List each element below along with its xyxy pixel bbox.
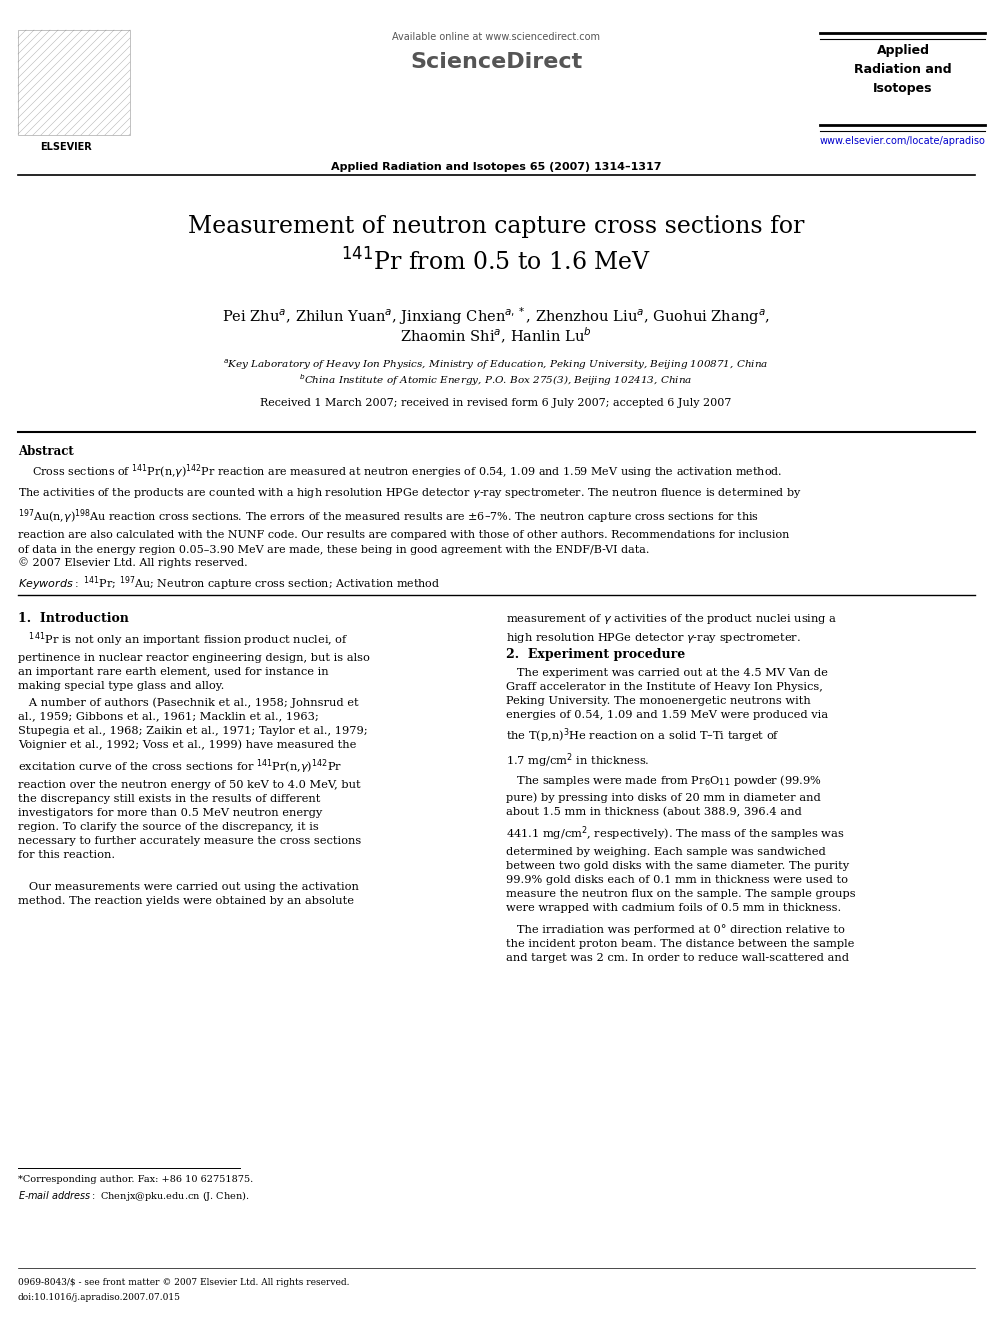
Text: Zhaomin Shi$^{a}$, Hanlin Lu$^{b}$: Zhaomin Shi$^{a}$, Hanlin Lu$^{b}$ bbox=[400, 325, 592, 347]
Text: doi:10.1016/j.apradiso.2007.07.015: doi:10.1016/j.apradiso.2007.07.015 bbox=[18, 1293, 181, 1302]
Text: The experiment was carried out at the 4.5 MV Van de
Graff accelerator in the Ins: The experiment was carried out at the 4.… bbox=[506, 668, 828, 770]
Text: Received 1 March 2007; received in revised form 6 July 2007; accepted 6 July 200: Received 1 March 2007; received in revis… bbox=[260, 398, 732, 407]
Text: Applied Radiation and Isotopes 65 (2007) 1314–1317: Applied Radiation and Isotopes 65 (2007)… bbox=[330, 161, 662, 172]
Text: Abstract: Abstract bbox=[18, 445, 73, 458]
Text: ELSEVIER: ELSEVIER bbox=[40, 142, 92, 152]
Text: $\it{Keywords:}$ $^{141}$Pr; $^{197}$Au; Neutron capture cross section; Activati: $\it{Keywords:}$ $^{141}$Pr; $^{197}$Au;… bbox=[18, 574, 440, 593]
Text: 0969-8043/$ - see front matter © 2007 Elsevier Ltd. All rights reserved.: 0969-8043/$ - see front matter © 2007 El… bbox=[18, 1278, 349, 1287]
Text: ScienceDirect: ScienceDirect bbox=[410, 52, 582, 71]
Text: Pei Zhu$^{a}$, Zhilun Yuan$^{a}$, Jinxiang Chen$^{a,*}$, Zhenzhou Liu$^{a}$, Guo: Pei Zhu$^{a}$, Zhilun Yuan$^{a}$, Jinxia… bbox=[222, 306, 770, 327]
Text: $^{a}$Key Laboratory of Heavy Ion Physics, Ministry of Education, Peking Univers: $^{a}$Key Laboratory of Heavy Ion Physic… bbox=[223, 359, 769, 372]
Text: Available online at www.sciencedirect.com: Available online at www.sciencedirect.co… bbox=[392, 32, 600, 42]
Text: 1.  Introduction: 1. Introduction bbox=[18, 613, 129, 624]
Text: Measurement of neutron capture cross sections for: Measurement of neutron capture cross sec… bbox=[187, 216, 805, 238]
Bar bbox=[18, 30, 130, 135]
Text: $^{141}$Pr from 0.5 to 1.6 MeV: $^{141}$Pr from 0.5 to 1.6 MeV bbox=[341, 247, 651, 275]
Text: $^{b}$China Institute of Atomic Energy, P.O. Box 275(3), Beijing 102413, China: $^{b}$China Institute of Atomic Energy, … bbox=[300, 372, 692, 388]
Text: $\it{E}$-$\it{mail\ address:}$ Chenjx@pku.edu.cn (J. Chen).: $\it{E}$-$\it{mail\ address:}$ Chenjx@pk… bbox=[18, 1189, 250, 1203]
Text: measurement of $\gamma$ activities of the product nuclei using a
high resolution: measurement of $\gamma$ activities of th… bbox=[506, 613, 837, 646]
Text: *Corresponding author. Fax: +86 10 62751875.: *Corresponding author. Fax: +86 10 62751… bbox=[18, 1175, 253, 1184]
Text: The samples were made from Pr$_{6}$O$_{11}$ powder (99.9%
pure) by pressing into: The samples were made from Pr$_{6}$O$_{1… bbox=[506, 773, 856, 913]
Text: The irradiation was performed at 0° direction relative to
the incident proton be: The irradiation was performed at 0° dire… bbox=[506, 923, 854, 963]
Text: $^{141}$Pr is not only an important fission product nuclei, of
pertinence in nuc: $^{141}$Pr is not only an important fiss… bbox=[18, 630, 370, 691]
Text: Our measurements were carried out using the activation
method. The reaction yiel: Our measurements were carried out using … bbox=[18, 882, 359, 906]
Text: © 2007 Elsevier Ltd. All rights reserved.: © 2007 Elsevier Ltd. All rights reserved… bbox=[18, 557, 248, 568]
Text: Cross sections of $^{141}$Pr(n,$\gamma$)$^{142}$Pr reaction are measured at neut: Cross sections of $^{141}$Pr(n,$\gamma$)… bbox=[18, 462, 802, 554]
Text: www.elsevier.com/locate/apradiso: www.elsevier.com/locate/apradiso bbox=[820, 136, 986, 146]
Text: Applied
Radiation and
Isotopes: Applied Radiation and Isotopes bbox=[854, 44, 951, 95]
Text: 2.  Experiment procedure: 2. Experiment procedure bbox=[506, 648, 685, 662]
Text: A number of authors (Pasechnik et al., 1958; Johnsrud et
al., 1959; Gibbons et a: A number of authors (Pasechnik et al., 1… bbox=[18, 697, 368, 860]
